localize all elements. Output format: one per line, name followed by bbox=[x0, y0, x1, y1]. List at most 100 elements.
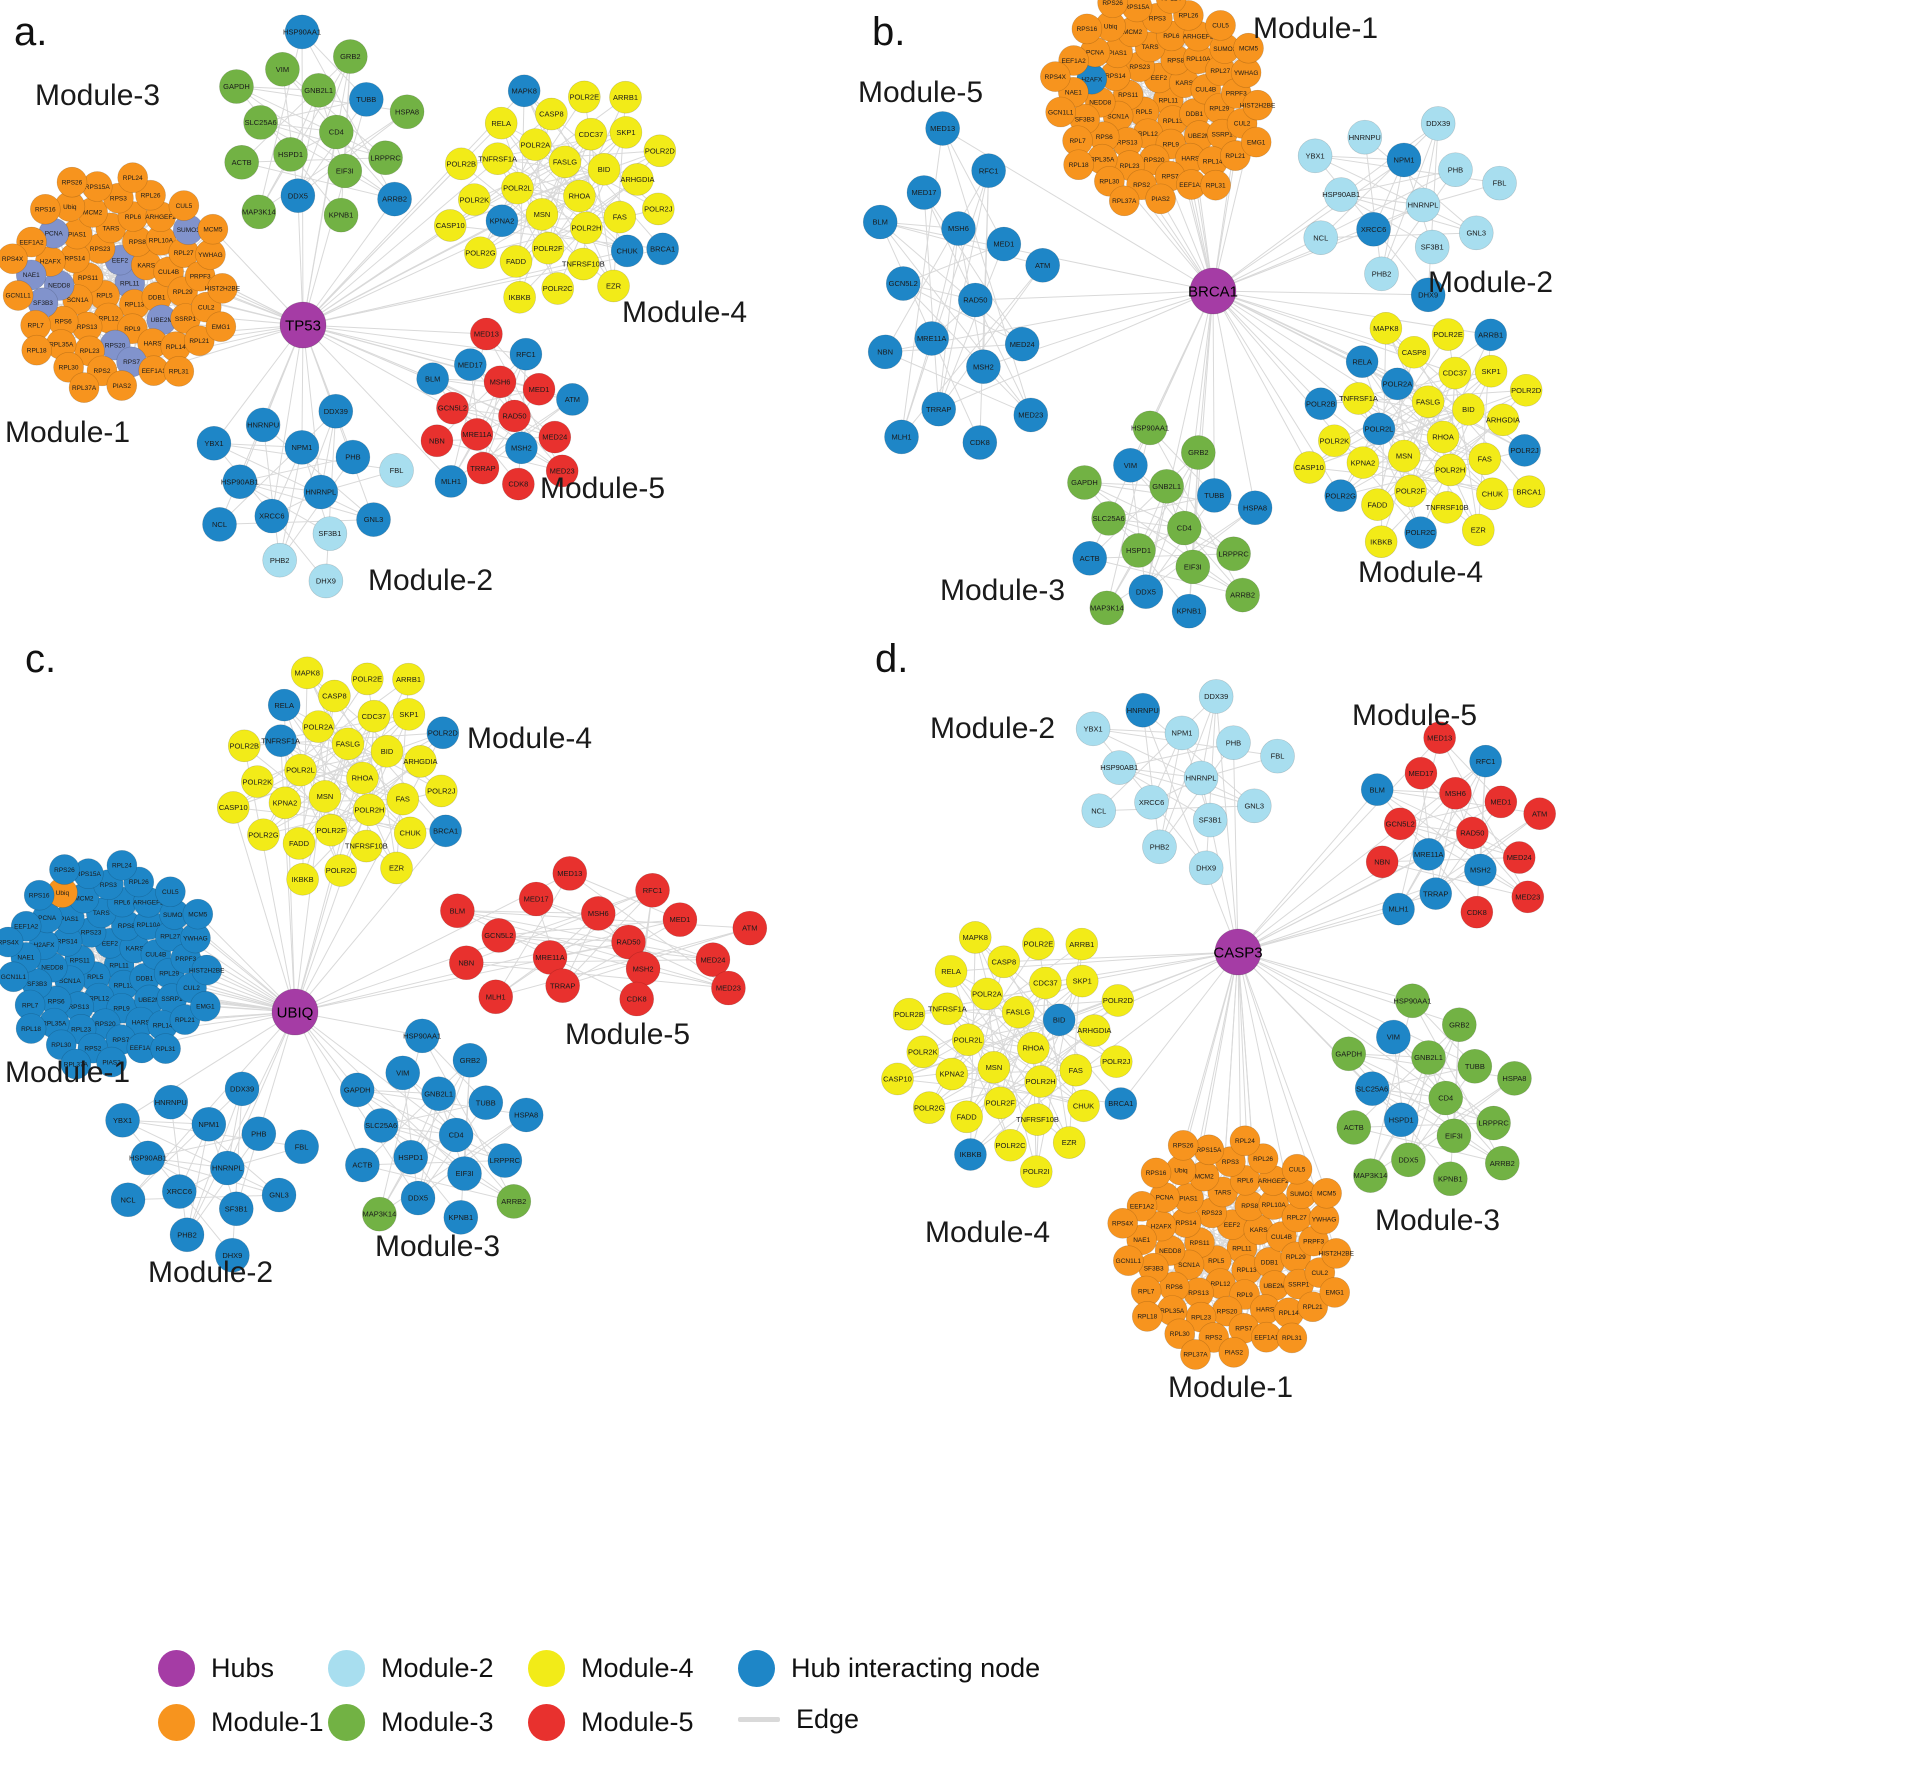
node-YBX1 bbox=[1075, 711, 1111, 747]
node-label-EEF2: EEF2 bbox=[1224, 1222, 1241, 1229]
node-SLC25A6 bbox=[363, 1108, 399, 1143]
node-DDX39 bbox=[224, 1071, 260, 1107]
node-ARRB1 bbox=[1474, 318, 1507, 352]
edge bbox=[361, 679, 409, 779]
legend-label-module2: Module-2 bbox=[381, 1653, 494, 1683]
panel-tag: b. bbox=[872, 10, 905, 54]
node-label-RPS20: RPS20 bbox=[95, 1021, 116, 1028]
edge bbox=[1353, 1122, 1494, 1128]
node-label-RPL21: RPL21 bbox=[1303, 1304, 1323, 1311]
node-TUBB bbox=[1457, 1048, 1493, 1084]
node-MCM5 bbox=[1311, 1177, 1342, 1209]
node-label-BRCA1: BRCA1 bbox=[1108, 1099, 1133, 1108]
edge bbox=[362, 1160, 505, 1166]
module-label: Module-3 bbox=[375, 1230, 500, 1263]
edge bbox=[294, 1011, 465, 1174]
node-label-MED24: MED24 bbox=[700, 955, 725, 964]
node-label-POLR2E: POLR2E bbox=[1024, 939, 1054, 948]
module5-swatch-icon bbox=[528, 1704, 565, 1741]
module-label: Module-2 bbox=[368, 564, 493, 597]
node-label-NAE1: NAE1 bbox=[23, 272, 40, 279]
node-MED1 bbox=[522, 372, 556, 406]
node-POLR2D bbox=[426, 716, 460, 750]
node-label-FADD: FADD bbox=[957, 1112, 978, 1121]
node-label-RPS8: RPS8 bbox=[118, 923, 135, 930]
node-label-TRRAP: TRRAP bbox=[1423, 889, 1448, 898]
edge bbox=[1232, 742, 1239, 953]
node-MSH6 bbox=[580, 896, 616, 931]
node-label-HARS: HARS bbox=[132, 1019, 151, 1026]
node-label-RPS2: RPS2 bbox=[94, 368, 111, 375]
node-label-SCN1A: SCN1A bbox=[1107, 113, 1129, 120]
node-label-RPS26: RPS26 bbox=[62, 179, 83, 186]
node-label-PCNA: PCNA bbox=[38, 915, 57, 922]
edge bbox=[1098, 696, 1217, 812]
node-label-YBX1: YBX1 bbox=[1306, 151, 1325, 160]
edge bbox=[302, 324, 471, 366]
node-label-HSPD1: HSPD1 bbox=[278, 150, 303, 159]
node-label-H2AFX: H2AFX bbox=[34, 942, 56, 949]
node-TNFRSF1A bbox=[481, 142, 514, 176]
node-label-FAS: FAS bbox=[613, 213, 627, 222]
node-GCN1L1 bbox=[2, 280, 34, 311]
node-label-POLR2F: POLR2F bbox=[533, 244, 563, 253]
node-label-ARRB1: ARRB1 bbox=[613, 93, 638, 102]
node-HIST2H2BE bbox=[207, 273, 238, 304]
node-ACTB bbox=[345, 1147, 380, 1183]
node-EZR bbox=[597, 269, 630, 303]
node-label-HNRNPU: HNRNPU bbox=[247, 420, 279, 429]
node-label-KPNB1: KPNB1 bbox=[449, 1213, 474, 1222]
edge bbox=[884, 351, 1031, 416]
edge bbox=[219, 519, 374, 525]
node-RFC1 bbox=[635, 872, 670, 908]
node-MED1 bbox=[986, 226, 1022, 262]
module-label: Module-1 bbox=[1253, 12, 1378, 45]
node-label-RPL27: RPL27 bbox=[160, 934, 180, 941]
edge bbox=[938, 290, 1214, 410]
node-label-CDC37: CDC37 bbox=[579, 130, 604, 139]
node-NPM1 bbox=[191, 1106, 227, 1142]
node-label-PHB2: PHB2 bbox=[1150, 842, 1170, 851]
node-label-XRCC6: XRCC6 bbox=[167, 1187, 192, 1196]
edge bbox=[1003, 951, 1239, 963]
node-FAS bbox=[1059, 1053, 1093, 1087]
node-label-EEF1A2: EEF1A2 bbox=[1130, 1204, 1155, 1211]
node-label-RPL24: RPL24 bbox=[1161, 0, 1181, 3]
node-label-SCN1A: SCN1A bbox=[1178, 1262, 1200, 1269]
node-label-CUL5: CUL5 bbox=[162, 889, 179, 896]
node-label-EZR: EZR bbox=[606, 282, 622, 291]
node-MED23 bbox=[1511, 880, 1545, 914]
legend-item-module4: Module-4 bbox=[528, 1650, 694, 1687]
node-TNFRSF10B bbox=[1021, 1103, 1054, 1136]
node-label-RPL13: RPL13 bbox=[1237, 1267, 1257, 1274]
node-label-ARRB1: ARRB1 bbox=[1478, 330, 1503, 339]
node-EZR bbox=[380, 851, 413, 885]
edge bbox=[302, 324, 322, 493]
node-label-POLR2L: POLR2L bbox=[503, 184, 532, 193]
node-label-RPS7: RPS7 bbox=[123, 359, 140, 366]
edge bbox=[284, 802, 411, 834]
node-label-RPS8: RPS8 bbox=[1241, 1203, 1258, 1210]
node-label-LRPPRC: LRPPRC bbox=[370, 153, 401, 162]
node-CASP10 bbox=[1293, 451, 1326, 484]
node-label-PIAS1: PIAS1 bbox=[60, 916, 79, 923]
node-label-RPL13: RPL13 bbox=[1163, 118, 1183, 125]
edge bbox=[897, 999, 1119, 1080]
node-label-CUL2: CUL2 bbox=[183, 985, 200, 992]
node-label-NCL: NCL bbox=[1091, 806, 1106, 815]
node-FADD bbox=[282, 827, 316, 860]
node-label-UBE2M: UBE2M bbox=[151, 317, 173, 324]
node-label-GNB2L1: GNB2L1 bbox=[304, 86, 333, 95]
node-label-MCM2: MCM2 bbox=[1123, 29, 1143, 36]
node-label-CHUK: CHUK bbox=[617, 247, 638, 256]
edge bbox=[1237, 951, 1394, 1038]
node-label-SSRP1: SSRP1 bbox=[161, 996, 183, 1003]
node-GNB2L1 bbox=[1411, 1040, 1446, 1075]
hub-swatch-icon bbox=[158, 1650, 195, 1687]
node-BRCA1 bbox=[1512, 475, 1546, 508]
node-label-RPL7: RPL7 bbox=[22, 1002, 39, 1009]
node-label-RPS26: RPS26 bbox=[1102, 0, 1123, 7]
node-MLH1 bbox=[884, 419, 919, 455]
node-GCN5L2 bbox=[481, 918, 517, 953]
node-label-SLC25A6: SLC25A6 bbox=[245, 118, 277, 127]
